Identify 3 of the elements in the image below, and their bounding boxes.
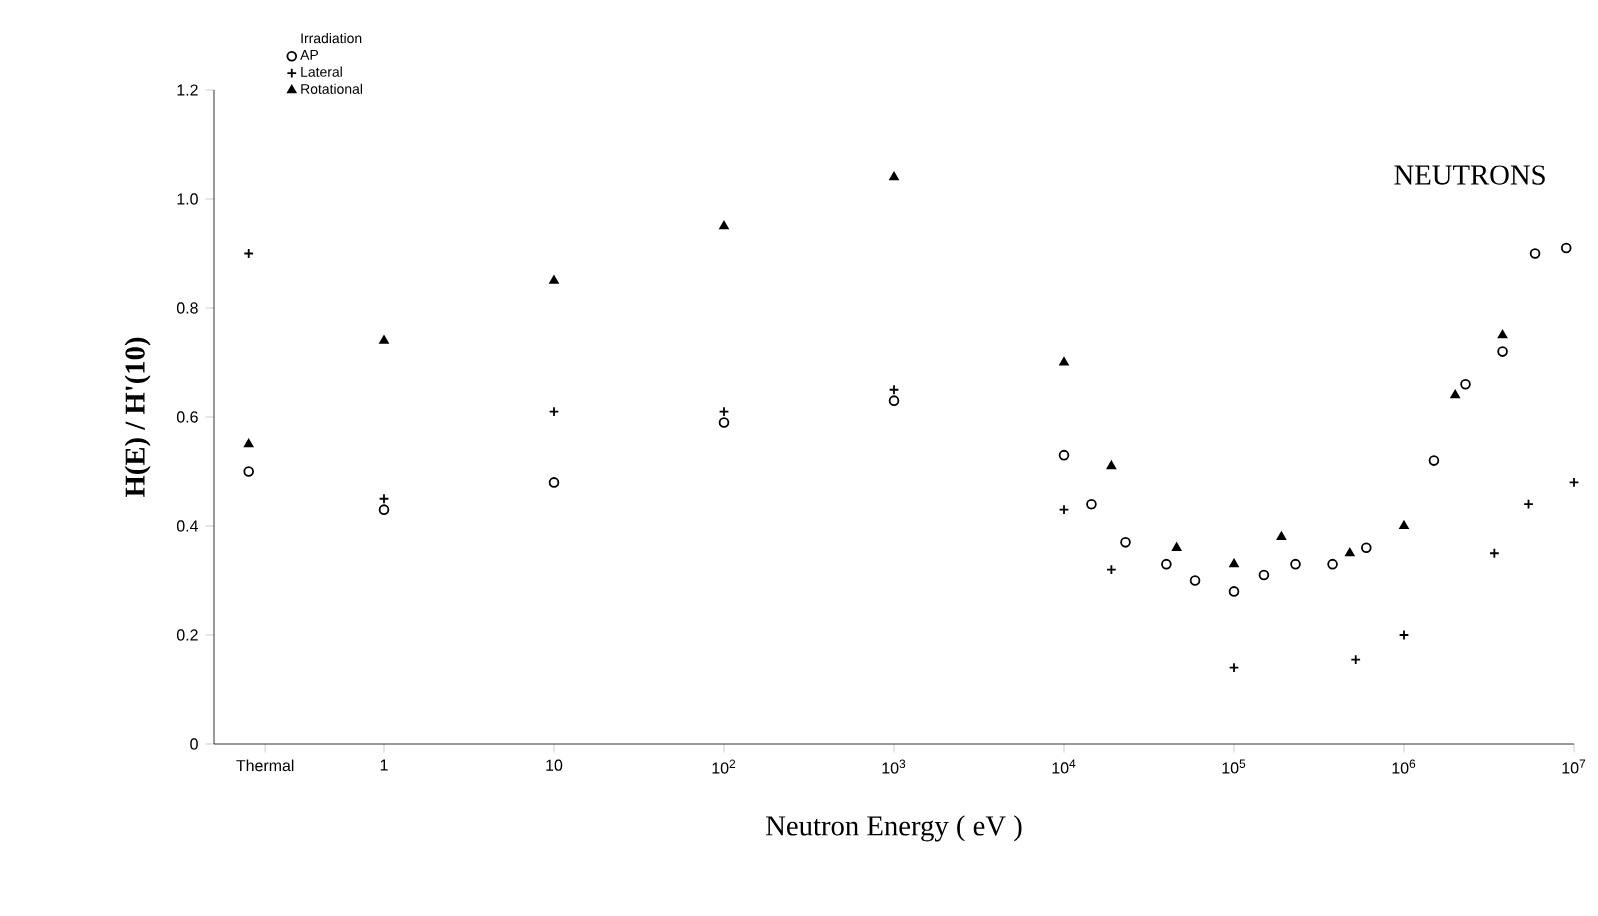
y-axis-title: H(E) / H'(10) [124, 337, 151, 497]
text: NEUTRONS [1394, 165, 1545, 185]
x-axis-title: Neutron Energy ( eV ) [766, 815, 1022, 842]
